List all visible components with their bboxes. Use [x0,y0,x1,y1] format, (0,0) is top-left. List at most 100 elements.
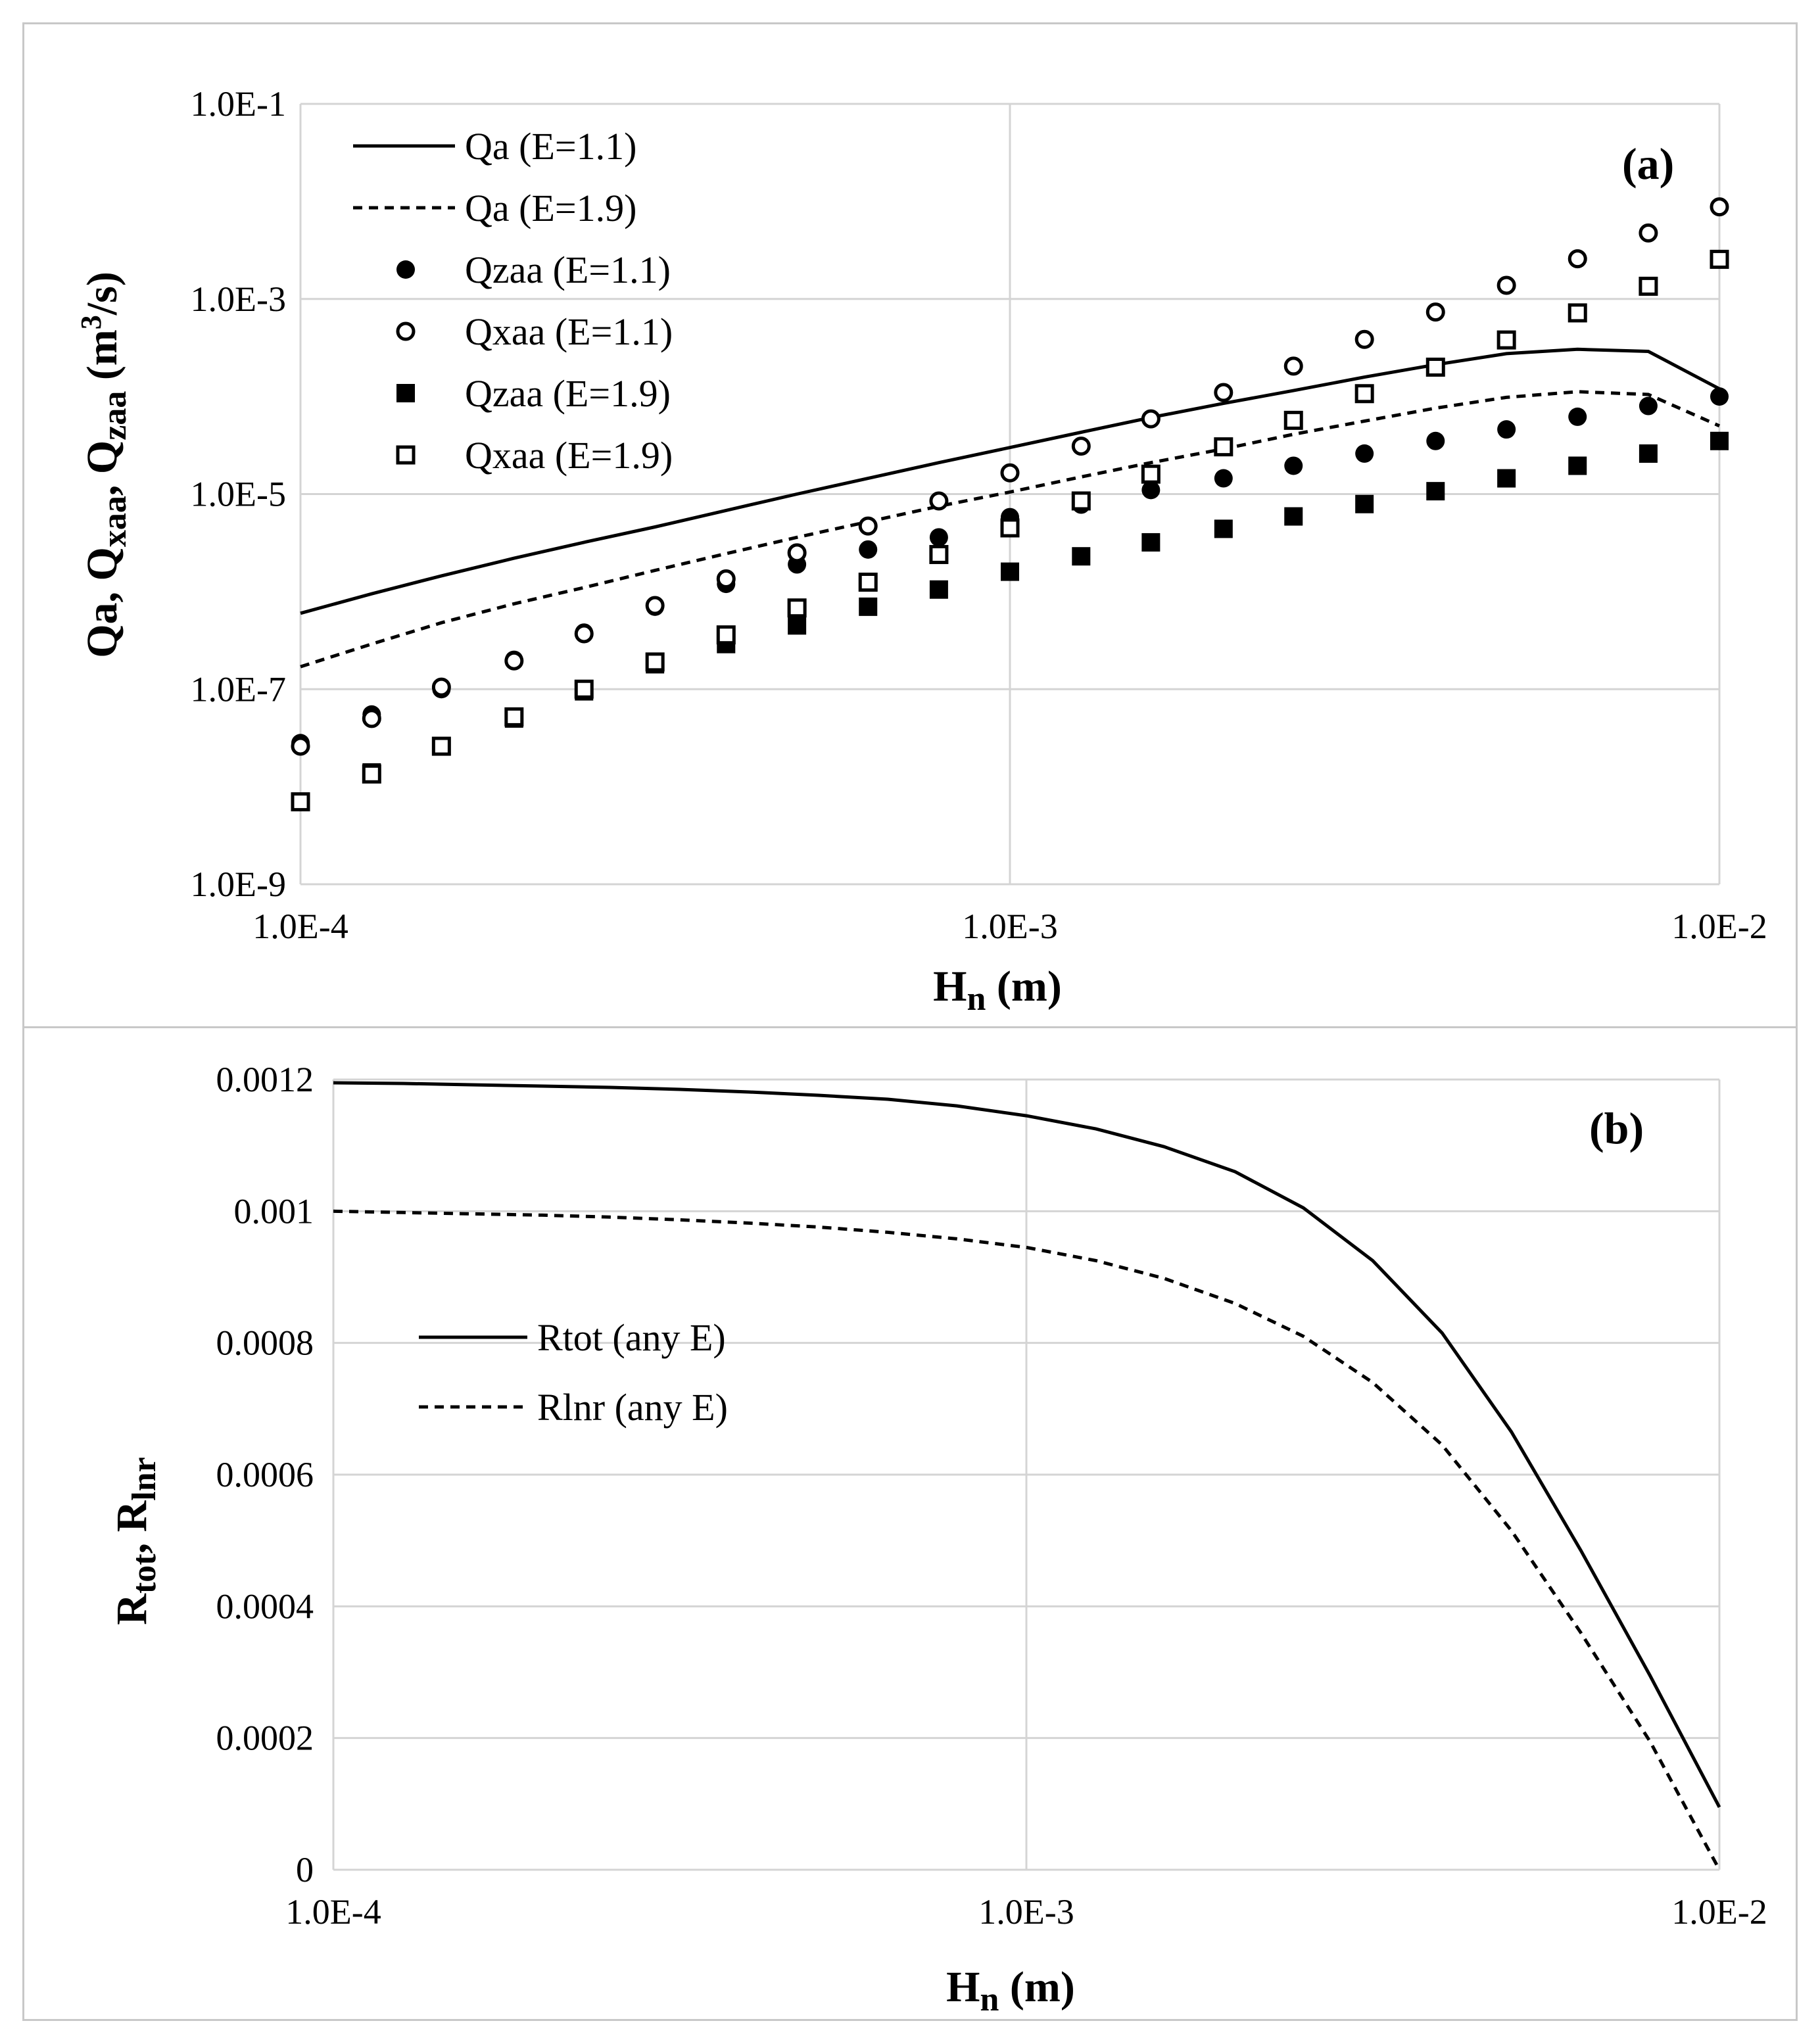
marker-qxaa-e-1-1 [1214,383,1233,402]
marker-qzaa-e-1-9 [1214,519,1233,538]
legend-marker-qzaa-e-1-9 [396,384,415,402]
marker-qxaa-e-1-1 [716,569,736,589]
marker-qzaa-e-1-1 [859,540,878,559]
panel-label-b: (b) [1589,1103,1644,1153]
marker-qxaa-e-1-1 [1354,329,1374,349]
marker-qxaa-e-1-9 [1000,518,1020,538]
y-tick-label: 0.0004 [216,1586,314,1626]
marker-qxaa-e-1-9 [858,572,878,592]
line-rlnr-any-e [333,1209,1721,1871]
x-tick-label: 1.0E-2 [1671,907,1767,946]
marker-qzaa-e-1-9 [1710,431,1729,450]
y-tick-label: 0.0006 [216,1455,314,1494]
y-tick-label: 0 [296,1850,314,1889]
marker-qzaa-e-1-9 [929,580,948,599]
series-qa-e-1-1 [300,347,1721,615]
marker-qzaa-e-1-1 [929,528,948,547]
marker-qxaa-e-1-9 [504,707,524,726]
marker-qxaa-e-1-1 [929,491,949,511]
marker-qxaa-e-1-9 [1214,437,1233,457]
marker-qxaa-e-1-1 [431,677,451,697]
y-tick-label: 0.0008 [216,1323,314,1363]
marker-qzaa-e-1-1 [1497,420,1516,439]
y-tick-label: 0.001 [234,1191,314,1231]
line-qa-e-1-9 [300,390,1721,669]
marker-qxaa-e-1-9 [291,792,310,812]
y-tick-label: 1.0E-9 [191,865,286,904]
marker-qzaa-e-1-9 [859,597,878,616]
legend-label-qxaa-e-1-9: Qxaa (E=1.9) [465,434,673,477]
marker-qxaa-e-1-9 [929,544,949,564]
marker-qzaa-e-1-9 [1355,494,1374,513]
marker-qxaa-e-1-9 [362,764,381,784]
marker-qxaa-e-1-1 [858,516,878,536]
marker-qxaa-e-1-1 [362,709,381,728]
marker-qxaa-e-1-1 [1425,302,1445,322]
panel-label-a: (a) [1622,139,1674,189]
chart-b-data [333,1081,1721,1871]
marker-qzaa-e-1-1 [1568,407,1587,426]
marker-qzaa-e-1-9 [1001,562,1019,581]
marker-qzaa-e-1-1 [1214,469,1233,488]
x-tick-label: 1.0E-2 [1671,1892,1767,1932]
chart-a-svg: 1.0E-9 1.0E-7 1.0E-5 1.0E-3 1.0E-1 1.0E-4 1.0E… [75,84,1767,1018]
chart-a-data [291,197,1729,812]
marker-qxaa-e-1-1 [1141,409,1161,429]
marker-qxaa-e-1-9 [1568,303,1587,323]
legend-label-qzaa-e-1-1: Qzaa (E=1.1) [465,249,671,291]
chart-b-x-axis-label: Hn (m) [946,1963,1075,2018]
legend-marker-qxaa-e-1-9 [396,445,416,465]
marker-qzaa-e-1-1 [1710,387,1729,406]
chart-a-legend: Qa (E=1.1) Qa (E=1.9) Qzaa (E=1.1) Qxaa (E=… [353,125,673,477]
chart-b-y-axis-label: Rtot, Rlnr [108,1457,163,1625]
chart-a-grid [299,103,1721,886]
marker-qxaa-e-1-9 [1141,464,1161,484]
marker-qxaa-e-1-1 [1497,275,1516,295]
chart-b-grid [332,1078,1721,1871]
marker-qzaa-e-1-9 [1072,547,1091,566]
chart-a-x-axis-label: Hn (m) [933,962,1062,1018]
marker-qxaa-e-1-9 [645,652,665,672]
chart-b-legend: Rtot (any E) Rlnr (any E) [419,1316,728,1429]
marker-qxaa-e-1-9 [1425,357,1445,377]
y-tick-label: 0.0012 [216,1060,314,1099]
marker-qzaa-e-1-9 [1639,444,1658,463]
marker-qzaa-e-1-1 [1426,431,1445,450]
marker-qxaa-e-1-9 [431,736,451,756]
legend-label-rtot-any-e: Rtot (any E) [537,1316,726,1359]
line-qa-e-1-1 [300,347,1721,615]
marker-qzaa-e-1-9 [1568,456,1587,475]
marker-qxaa-e-1-1 [1283,356,1303,376]
chart-b-tick-labels: 0 0.0002 0.0004 0.0006 0.0008 0.001 0.0012 1.0E… [216,1060,1767,1932]
marker-qxaa-e-1-9 [1283,410,1303,430]
legend-label-qxaa-e-1-1: Qxaa (E=1.1) [465,310,673,353]
marker-qxaa-e-1-9 [1354,384,1374,404]
marker-qzaa-e-1-9 [1426,482,1445,501]
marker-qzaa-e-1-1 [1284,456,1303,475]
legend-label-qa-e-1-9: Qa (E=1.9) [465,187,636,229]
series-qa-e-1-9 [300,390,1721,669]
marker-qxaa-e-1-9 [787,598,807,618]
x-tick-label: 1.0E-4 [252,907,348,946]
legend-label-qzaa-e-1-9: Qzaa (E=1.9) [465,372,671,415]
legend-label-qa-e-1-1: Qa (E=1.1) [465,125,636,168]
x-tick-label: 1.0E-3 [962,907,1057,946]
marker-qxaa-e-1-1 [1710,197,1729,217]
y-tick-label: 1.0E-7 [191,669,286,709]
marker-qxaa-e-1-9 [1710,249,1729,269]
chart-panel-a: 1.0E-9 1.0E-7 1.0E-5 1.0E-3 1.0E-1 1.0E-4 1.0E… [22,22,1798,1028]
marker-qxaa-e-1-1 [645,596,665,615]
marker-qxaa-e-1-1 [1071,437,1091,456]
y-tick-label: 1.0E-5 [191,475,286,514]
marker-qxaa-e-1-1 [1568,249,1587,269]
marker-qzaa-e-1-9 [1141,533,1161,552]
marker-qzaa-e-1-9 [788,616,807,635]
marker-qxaa-e-1-9 [574,679,594,699]
marker-qxaa-e-1-1 [787,543,807,563]
marker-qzaa-e-1-1 [1639,396,1658,416]
line-rtot-any-e [333,1081,1721,1808]
legend-marker-qzaa-e-1-1 [396,260,415,279]
marker-qxaa-e-1-1 [1000,463,1020,483]
chart-b-svg: 0 0.0002 0.0004 0.0006 0.0008 0.001 0.0012 1.0E… [108,1060,1767,2018]
marker-qzaa-e-1-1 [1355,444,1374,463]
